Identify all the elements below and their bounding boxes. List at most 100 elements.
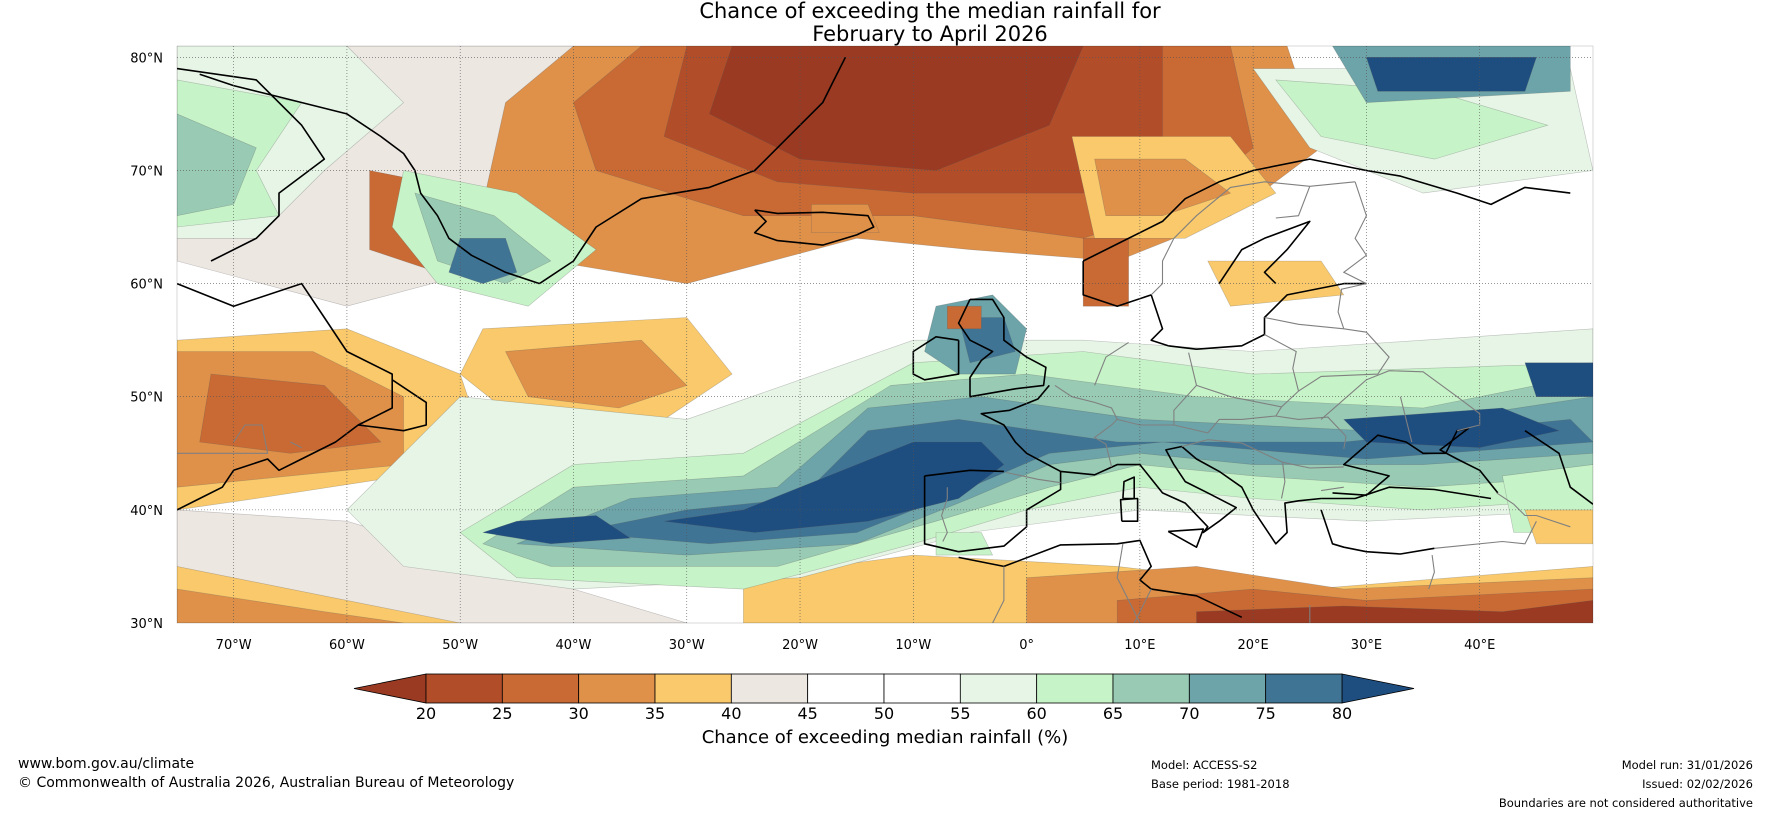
colorbar [353, 673, 1415, 704]
website-text: www.bom.gov.au/climate [18, 756, 195, 772]
colorbar-tick-label: 55 [950, 704, 970, 723]
longitude-label: 10°E [1124, 638, 1155, 653]
coastline [1321, 486, 1492, 500]
rainfall-region [177, 588, 404, 623]
longitude-label: 0° [1019, 638, 1034, 653]
title-line-2: February to April 2026 [812, 22, 1048, 46]
coastline [1218, 220, 1311, 285]
rainfall-region [1524, 509, 1593, 545]
colorbar-tick-label: 40 [721, 704, 741, 723]
coastline [958, 539, 1243, 619]
country-border [1342, 181, 1368, 285]
country-border [1264, 316, 1344, 330]
title-line-1: Chance of exceeding the median rainfall … [699, 0, 1161, 23]
map-title: Chance of exceeding the median rainfall … [0, 0, 1770, 46]
country-border [1337, 283, 1367, 329]
colorbar-tick-label: 20 [416, 704, 436, 723]
coastline [1524, 430, 1593, 505]
colorbar-tick-label: 30 [568, 704, 588, 723]
coastline [1168, 282, 1367, 350]
longitude-label: 40°E [1464, 638, 1495, 653]
country-border [1428, 555, 1435, 590]
coastline [957, 298, 1047, 398]
colorbar-segment [807, 673, 885, 704]
country-border [1054, 384, 1118, 420]
country-border [1399, 396, 1413, 443]
colorbar-tick-label: 50 [874, 704, 894, 723]
country-border [1133, 588, 1152, 623]
lat-lon-gridlines [177, 46, 1593, 623]
coastline [1060, 445, 1322, 545]
longitude-label: 60°W [329, 638, 365, 653]
country-border [290, 441, 302, 449]
colorbar-over-arrow [1341, 673, 1415, 704]
map-frame [176, 45, 1594, 624]
country-border [1275, 406, 1282, 417]
colorbar-tick-label: 45 [797, 704, 817, 723]
longitude-label: 40°W [556, 638, 592, 653]
coastline [1119, 497, 1139, 522]
country-border [1093, 419, 1118, 468]
longitude-labels: 70°W 60°W 50°W 40°W 30°W 20°W 10°W 0° 10°E 20°E 30… [216, 638, 1496, 653]
colorbar-tick-label: 70 [1179, 704, 1199, 723]
copyright-text: © Commonwealth of Australia 2026, Austra… [18, 775, 515, 791]
coastline [358, 379, 427, 432]
longitude-label: 10°W [895, 638, 931, 653]
country-border [992, 566, 1005, 623]
country-border [1275, 186, 1311, 219]
model-text: Model: ACCESS-S2 [1151, 758, 1258, 772]
rainfall-region [177, 113, 257, 217]
longitude-label: 20°E [1238, 638, 1269, 653]
country-border [1116, 543, 1141, 623]
longitude-label: 50°W [442, 638, 478, 653]
rainfall-region [947, 305, 982, 330]
colorbar-label: Chance of exceeding median rainfall (%) [701, 727, 1069, 748]
longitude-label: 30°W [669, 638, 705, 653]
country-border [1006, 471, 1061, 484]
country-border [1496, 492, 1571, 528]
rainfall-region [199, 373, 382, 454]
country-border [1094, 341, 1129, 386]
longitude-label: 70°W [216, 638, 252, 653]
base-period-text: Base period: 1981-2018 [1151, 777, 1290, 791]
colorbar-segment [1188, 673, 1267, 704]
country-border [1282, 461, 1344, 469]
latitude-label: 30°N [130, 617, 163, 632]
colorbar-under-arrow [353, 673, 427, 704]
coastline [1320, 509, 1435, 555]
coastline [1332, 427, 1499, 496]
rainfall-region [1094, 158, 1232, 216]
colorbar-segment [654, 673, 732, 704]
country-border [1320, 370, 1481, 432]
colorbar-tick-label: 25 [492, 704, 512, 723]
latitude-label: 70°N [130, 164, 163, 179]
country-border [1117, 352, 1198, 426]
colorbar-tick-label: 75 [1255, 704, 1275, 723]
latitude-label: 80°N [130, 51, 163, 66]
longitude-label: 30°E [1351, 638, 1382, 653]
colorbar-segment [1112, 673, 1190, 704]
rainfall-map [177, 46, 1593, 623]
country-border [1321, 486, 1344, 492]
issued-text: Issued: 02/02/2026 [1642, 777, 1753, 791]
colorbar-ticks: 20 25 30 35 40 45 50 55 60 65 70 75 80 [416, 704, 1352, 723]
coastline [177, 67, 326, 262]
model-run-text: Model run: 31/01/2026 [1621, 758, 1753, 772]
rainfall-region [1524, 362, 1593, 397]
disclaimer-text: Boundaries are not considered authoritat… [1498, 796, 1753, 810]
colorbar-tick-label: 65 [1103, 704, 1123, 723]
colorbar-tick-label: 35 [645, 704, 665, 723]
rainfall-region [505, 339, 688, 409]
latitude-label: 40°N [130, 504, 163, 519]
country-border [1298, 328, 1390, 392]
colorbar-segment [501, 673, 580, 704]
colorbar-segment [959, 673, 1038, 704]
coastline [912, 336, 960, 381]
colorbar-segment [578, 673, 656, 704]
latitude-label: 60°N [130, 278, 163, 293]
coastline [1082, 158, 1571, 262]
country-border [941, 487, 948, 542]
rainfall-region [1196, 600, 1593, 623]
colorbar-tick-label: 80 [1332, 704, 1352, 723]
latitude-labels: 80°N 70°N 60°N 50°N 40°N 30°N [130, 51, 163, 632]
